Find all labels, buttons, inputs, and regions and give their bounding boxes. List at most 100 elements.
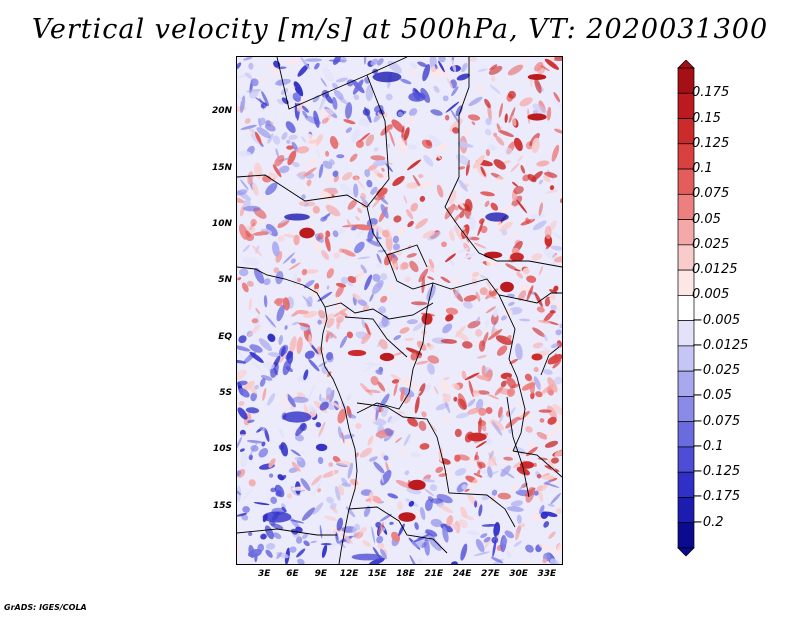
velocity-patch bbox=[538, 202, 543, 216]
velocity-patch bbox=[318, 108, 335, 117]
velocity-patch bbox=[317, 291, 333, 302]
velocity-patch bbox=[312, 235, 321, 252]
velocity-patch bbox=[363, 365, 374, 372]
velocity-patch bbox=[272, 135, 281, 145]
velocity-patch bbox=[291, 461, 301, 472]
velocity-patch bbox=[343, 119, 356, 125]
velocity-patch bbox=[237, 407, 248, 420]
velocity-patch bbox=[238, 388, 250, 398]
velocity-patch bbox=[292, 396, 309, 403]
velocity-patch bbox=[472, 389, 480, 397]
velocity-patch bbox=[427, 231, 442, 241]
colorbar-tick-label: 0.125 bbox=[692, 135, 730, 151]
velocity-patch bbox=[254, 162, 263, 179]
velocity-patch bbox=[315, 352, 324, 362]
velocity-patch bbox=[536, 160, 550, 167]
velocity-patch bbox=[265, 549, 273, 558]
grads-credit: GrADS: IGES/COLA bbox=[4, 603, 87, 612]
velocity-patch bbox=[400, 387, 405, 402]
velocity-patch bbox=[363, 362, 381, 366]
velocity-patch bbox=[535, 391, 543, 398]
velocity-patch bbox=[295, 536, 303, 544]
velocity-patch bbox=[505, 335, 512, 342]
velocity-patch bbox=[551, 232, 562, 242]
velocity-patch bbox=[319, 94, 327, 111]
velocity-patch bbox=[551, 457, 559, 464]
velocity-patch bbox=[359, 527, 368, 534]
velocity-patch bbox=[533, 366, 539, 373]
velocity-patch bbox=[477, 68, 488, 72]
velocity-patch bbox=[442, 95, 449, 102]
velocity-patch bbox=[387, 493, 399, 499]
velocity-patch bbox=[484, 200, 490, 208]
velocity-patch bbox=[351, 79, 365, 94]
velocity-patch bbox=[296, 146, 310, 154]
velocity-patch bbox=[554, 450, 562, 457]
velocity-patch bbox=[272, 164, 282, 178]
velocity-patch bbox=[262, 387, 267, 401]
velocity-patch bbox=[265, 223, 278, 237]
colorbar-tick-label: −0.05 bbox=[692, 388, 732, 404]
velocity-patch bbox=[282, 297, 290, 311]
velocity-patch bbox=[495, 335, 513, 345]
colorbar bbox=[677, 60, 695, 557]
velocity-patch bbox=[433, 85, 440, 93]
velocity-patch bbox=[457, 248, 469, 254]
strong-downdraft-cell bbox=[282, 411, 312, 423]
velocity-patch bbox=[275, 148, 279, 158]
strong-updraft-cell bbox=[379, 352, 395, 362]
velocity-patch bbox=[290, 258, 296, 264]
velocity-patch bbox=[493, 159, 506, 170]
velocity-patch bbox=[505, 231, 522, 240]
map-panel[interactable] bbox=[236, 56, 563, 565]
velocity-patch bbox=[247, 171, 254, 185]
lat-tick-label: 5N bbox=[218, 275, 232, 286]
velocity-patch bbox=[369, 293, 374, 302]
velocity-patch bbox=[457, 140, 469, 149]
velocity-patch bbox=[281, 392, 289, 410]
velocity-patch bbox=[446, 207, 450, 211]
velocity-patch bbox=[409, 554, 419, 564]
velocity-patch bbox=[525, 544, 534, 553]
velocity-patch bbox=[378, 522, 385, 536]
velocity-patch bbox=[325, 150, 330, 157]
velocity-patch bbox=[237, 470, 242, 477]
velocity-patch bbox=[468, 380, 474, 398]
velocity-patch bbox=[488, 65, 503, 75]
velocity-patch bbox=[446, 77, 453, 89]
velocity-patch bbox=[507, 388, 516, 397]
velocity-patch bbox=[366, 179, 373, 188]
colorbar-tick-label: 0.075 bbox=[692, 186, 730, 202]
velocity-patch bbox=[237, 436, 242, 449]
velocity-patch bbox=[364, 169, 371, 178]
velocity-patch bbox=[359, 383, 373, 396]
velocity-patch bbox=[392, 243, 401, 251]
strong-updraft-cell bbox=[527, 73, 547, 81]
velocity-patch bbox=[368, 456, 378, 462]
velocity-patch bbox=[272, 532, 282, 539]
velocity-patch bbox=[435, 68, 450, 77]
velocity-patch bbox=[547, 503, 555, 507]
velocity-patch bbox=[430, 518, 443, 527]
velocity-patch bbox=[540, 65, 550, 72]
velocity-patch bbox=[319, 190, 334, 202]
velocity-patch bbox=[365, 134, 375, 147]
velocity-patch bbox=[373, 147, 379, 152]
velocity-patch bbox=[496, 345, 508, 356]
lon-tick-label: 33E bbox=[537, 569, 557, 579]
velocity-patch bbox=[427, 264, 435, 273]
velocity-patch bbox=[498, 129, 514, 138]
velocity-patch bbox=[401, 446, 405, 456]
velocity-patch bbox=[393, 335, 402, 341]
velocity-patch bbox=[315, 421, 322, 428]
velocity-patch bbox=[320, 543, 332, 546]
velocity-patch bbox=[338, 484, 345, 496]
velocity-patch bbox=[473, 242, 487, 249]
velocity-patch bbox=[362, 540, 371, 547]
velocity-patch bbox=[461, 370, 467, 380]
velocity-patch bbox=[420, 506, 426, 520]
velocity-patch bbox=[477, 220, 484, 237]
velocity-patch bbox=[407, 220, 414, 228]
velocity-patch bbox=[306, 296, 313, 308]
velocity-patch bbox=[464, 372, 480, 381]
